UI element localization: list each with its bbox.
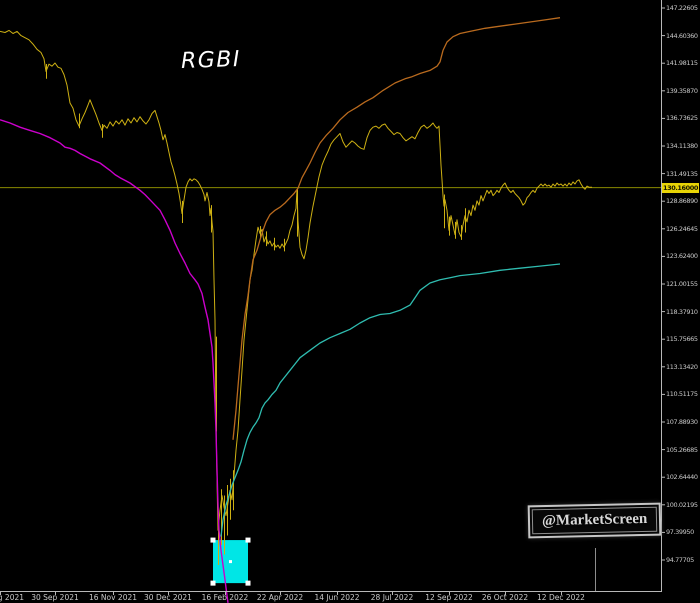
y-axis-label: 110.51175 <box>666 390 698 399</box>
y-axis-label: 139.35870 <box>666 86 698 95</box>
x-axis-label: 28 Jul 2022 <box>370 593 414 602</box>
x-axis-label: 30 Sep 2021 <box>31 593 79 602</box>
y-axis-label: 97.39950 <box>666 528 694 537</box>
selection-handle[interactable] <box>210 537 216 543</box>
y-axis-label: 128.86890 <box>666 197 698 206</box>
series-ma-magenta <box>0 119 229 603</box>
y-axis-label: 113.13420 <box>666 362 698 371</box>
watermark-box: @MarketScreen <box>527 502 662 539</box>
y-axis-label: 136.73625 <box>666 114 698 123</box>
series-ma-cyan <box>220 263 561 537</box>
y-axis-label: 118.37910 <box>666 307 698 316</box>
x-axis-label: 30 Dec 2021 <box>144 593 192 602</box>
y-axis-label: 123.62400 <box>666 252 698 261</box>
x-axis-label: 12 Sep 2022 <box>425 593 473 602</box>
selection-center-handle[interactable] <box>229 560 232 564</box>
x-axis-label: 12 Dec 2022 <box>537 593 585 602</box>
y-axis-label: 121.00155 <box>666 280 698 288</box>
y-axis-label: 100.02195 <box>666 500 698 509</box>
y-axis-label: 105.26685 <box>666 445 698 454</box>
current-price-label: 130.16000 <box>662 182 699 193</box>
y-axis-label: 94.77705 <box>666 556 694 564</box>
y-axis-label: 102.64440 <box>666 473 698 482</box>
series-ma-orange <box>232 17 561 440</box>
y-axis-label: 131.49135 <box>666 169 698 178</box>
y-axis-label: 141.98115 <box>666 59 698 68</box>
x-axis-label: 16 Feb 2022 <box>201 593 249 602</box>
x-axis-label: 22 Apr 2022 <box>256 593 304 602</box>
y-axis-label: 126.24645 <box>666 224 698 233</box>
y-axis-label: 107.88930 <box>666 418 698 426</box>
instrument-title: RGBI <box>180 46 242 75</box>
x-axis-label: 26 Oct 2022 <box>481 593 529 602</box>
y-axis-label: 115.75665 <box>666 335 698 344</box>
y-axis-label: 147.22605 <box>666 4 698 12</box>
y-axis-label: 134.11380 <box>666 142 698 150</box>
x-axis-label: 14 Jun 2022 <box>314 593 360 602</box>
selection-handle[interactable] <box>210 580 216 586</box>
series-price <box>0 29 592 531</box>
x-axis-label: 16 Nov 2021 <box>88 593 138 602</box>
y-axis-label: 144.60360 <box>666 31 698 40</box>
x-axis-label: 16 Aug 2021 <box>0 593 25 602</box>
selection-handle[interactable] <box>245 580 251 586</box>
selection-handle[interactable] <box>245 537 251 543</box>
watermark-text: @MarketScreen <box>531 506 658 535</box>
